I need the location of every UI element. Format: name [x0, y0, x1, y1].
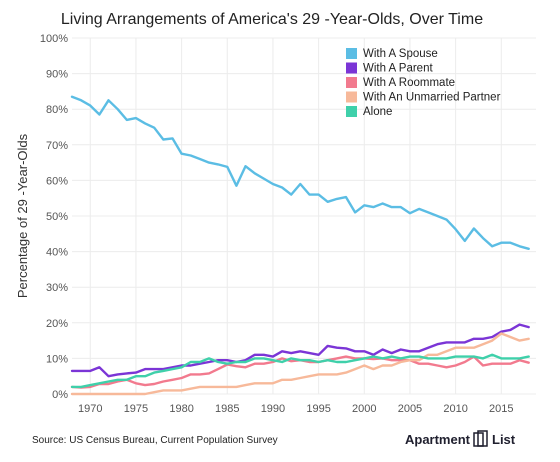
y-tick-label: 10%	[46, 353, 68, 365]
y-tick-label: 60%	[46, 175, 68, 187]
series-line-with-a-spouse	[70, 95, 530, 251]
y-tick-label: 50%	[46, 211, 68, 223]
legend: With A Spouse With A Parent With A Roommat…	[346, 48, 501, 118]
series-line-with-a-parent	[70, 323, 530, 378]
y-axis-ticks: 0% 10% 20% 30% 40% 50% 60% 70% 80% 90% 100%	[40, 33, 68, 401]
legend-swatch	[346, 91, 357, 103]
legend-swatch	[346, 106, 357, 117]
x-tick-label: 1990	[261, 403, 285, 415]
legend-label: With An Unmarried Partner	[363, 92, 501, 104]
y-tick-label: 0%	[52, 389, 68, 401]
y-tick-label: 90%	[46, 69, 68, 81]
y-tick-label: 100%	[40, 33, 68, 45]
legend-label: With A Roommate	[363, 77, 455, 89]
building-icon	[473, 430, 488, 447]
legend-label: With A Spouse	[363, 48, 438, 60]
x-tick-label: 1985	[215, 403, 239, 415]
x-tick-label: 2010	[443, 403, 467, 415]
brand-name-right: List	[492, 432, 516, 447]
x-tick-label: 1970	[78, 403, 102, 415]
x-tick-label: 2015	[489, 403, 513, 415]
legend-swatch	[346, 48, 357, 59]
x-tick-label: 2005	[398, 403, 422, 415]
brand-logo: Apartment List	[405, 430, 516, 447]
series-line-with-an-unmarried-partner	[70, 332, 530, 396]
legend-swatch	[346, 77, 357, 88]
chart-title: Living Arrangements of America's 29 -Yea…	[61, 11, 483, 28]
y-tick-label: 80%	[46, 104, 68, 116]
x-tick-label: 2000	[352, 403, 376, 415]
x-axis-ticks: 1970 1975 1980 1985 1990 1995 2000 2005 2010 2015	[78, 403, 514, 415]
series-lines	[70, 95, 530, 396]
legend-swatch	[346, 62, 357, 74]
grid	[72, 37, 536, 395]
y-axis-label: Percentage of 29 -Year-Olds	[15, 133, 30, 298]
x-tick-label: 1980	[169, 403, 193, 415]
x-tick-label: 1975	[124, 403, 148, 415]
source-note: Source: US Census Bureau, Current Popula…	[32, 435, 278, 446]
series-line-alone	[70, 353, 530, 389]
y-tick-label: 40%	[46, 247, 68, 259]
brand-name-left: Apartment	[405, 432, 471, 447]
y-tick-label: 20%	[46, 318, 68, 330]
x-tick-label: 1995	[306, 403, 330, 415]
legend-label: Alone	[363, 106, 392, 118]
legend-label: With A Parent	[363, 63, 433, 75]
y-tick-label: 30%	[46, 282, 68, 294]
y-tick-label: 70%	[46, 140, 68, 152]
